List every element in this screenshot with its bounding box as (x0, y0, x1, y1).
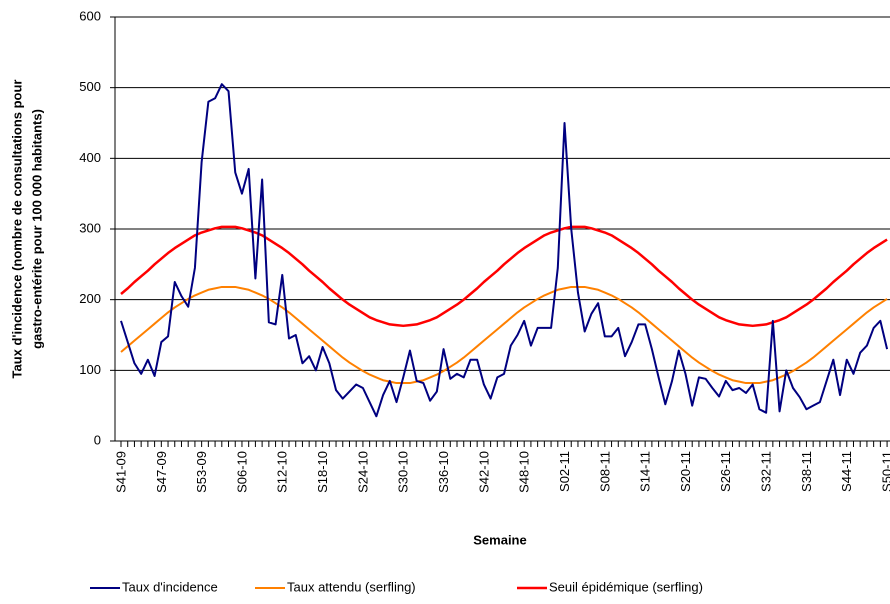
x-tick-label: S18-10 (315, 451, 330, 493)
x-tick-label: S42-10 (476, 451, 491, 493)
x-axis-title: Semaine (473, 532, 526, 547)
x-tick-label: S44-11 (839, 451, 854, 492)
legend-label: Seuil épidémique (serfling) (549, 579, 703, 594)
x-tick-label: S20-11 (678, 451, 693, 492)
x-tick-label: S06-10 (234, 451, 249, 493)
x-tick-label: S30-10 (396, 451, 411, 493)
y-tick-label: 100 (79, 362, 101, 377)
y-axis-title: Taux d'incidence (nombre de consultation… (9, 80, 24, 379)
x-tick-label: S12-10 (275, 451, 290, 493)
series-line (120, 285, 888, 385)
legend-label: Taux attendu (serfling) (287, 579, 416, 594)
x-tick-label: S26-11 (718, 451, 733, 492)
series-line (120, 83, 889, 418)
y-tick-label: 300 (79, 220, 101, 235)
legend-label: Taux d'incidence (122, 579, 218, 594)
y-tick-label: 400 (79, 150, 101, 165)
x-tick-label: S32-11 (759, 451, 774, 492)
y-tick-label: 0 (94, 432, 101, 447)
y-tick-label: 600 (79, 8, 101, 23)
x-tick-label: S02-11 (557, 451, 572, 492)
x-tick-label: S47-09 (154, 451, 169, 493)
series-line (120, 225, 888, 328)
y-axis-title: gastro-entérite pour 100 000 habitants) (29, 109, 44, 349)
x-tick-label: S38-11 (799, 451, 814, 492)
x-tick-label: S53-09 (194, 451, 209, 493)
x-tick-label: S41-09 (113, 451, 128, 493)
x-tick-label: S48-10 (517, 451, 532, 493)
y-tick-label: 200 (79, 291, 101, 306)
x-tick-label: S50-11 (880, 451, 890, 492)
x-tick-label: S14-11 (638, 451, 653, 492)
x-tick-label: S24-10 (355, 451, 370, 493)
x-tick-label: S08-11 (597, 451, 612, 492)
x-tick-label: S36-10 (436, 451, 451, 493)
y-tick-label: 500 (79, 79, 101, 94)
